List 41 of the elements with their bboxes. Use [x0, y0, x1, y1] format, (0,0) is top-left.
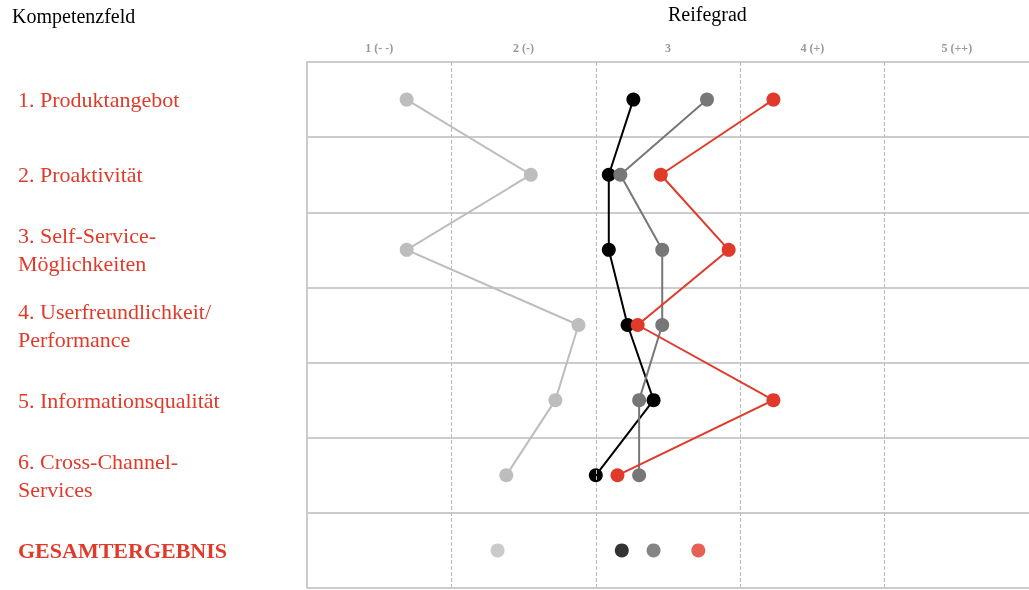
- y-tick-label: 3. Self-Service- Möglichkeiten: [18, 223, 157, 277]
- x-tick-label: 5 (++): [941, 41, 973, 55]
- x-tick-label: 3: [665, 41, 671, 55]
- point: [601, 167, 616, 182]
- point: [548, 393, 563, 408]
- point: [655, 242, 670, 257]
- point: [721, 242, 736, 257]
- point: [646, 393, 661, 408]
- point: [632, 468, 647, 483]
- point: [588, 468, 603, 483]
- point: [571, 318, 586, 332]
- point: [691, 543, 706, 558]
- point: [632, 393, 647, 408]
- x-tick-label: 4 (+): [800, 41, 825, 55]
- point: [655, 318, 670, 332]
- y-axis-title: Kompetenzfeld: [12, 5, 136, 28]
- point: [613, 167, 628, 182]
- point: [399, 92, 414, 107]
- point: [399, 242, 414, 257]
- point: [610, 468, 625, 483]
- y-tick-label: GESAMTERGEBNIS: [18, 537, 228, 563]
- y-tick-label: 2. Proaktivität: [18, 162, 143, 188]
- point: [700, 92, 714, 107]
- y-tick-label: 6. Cross-Channel- Services: [18, 448, 179, 502]
- point: [653, 167, 668, 182]
- point: [766, 393, 781, 408]
- point: [626, 92, 641, 107]
- point: [646, 543, 661, 558]
- y-tick-label: 5. Informationsqualität: [18, 387, 220, 413]
- point: [490, 543, 505, 558]
- x-axis-title: Reifegrad: [667, 3, 747, 26]
- y-tick-label: 1. Produktangebot: [18, 87, 180, 113]
- point: [766, 92, 781, 107]
- point: [499, 468, 514, 483]
- x-tick-label: 2 (-): [513, 41, 535, 55]
- point: [614, 543, 629, 558]
- point: [523, 167, 538, 182]
- x-tick-label: 1 (- -): [365, 41, 394, 55]
- point: [601, 242, 616, 257]
- point: [630, 318, 645, 332]
- y-tick-label: 4. Userfreundlichkeit/ Performance: [18, 298, 212, 352]
